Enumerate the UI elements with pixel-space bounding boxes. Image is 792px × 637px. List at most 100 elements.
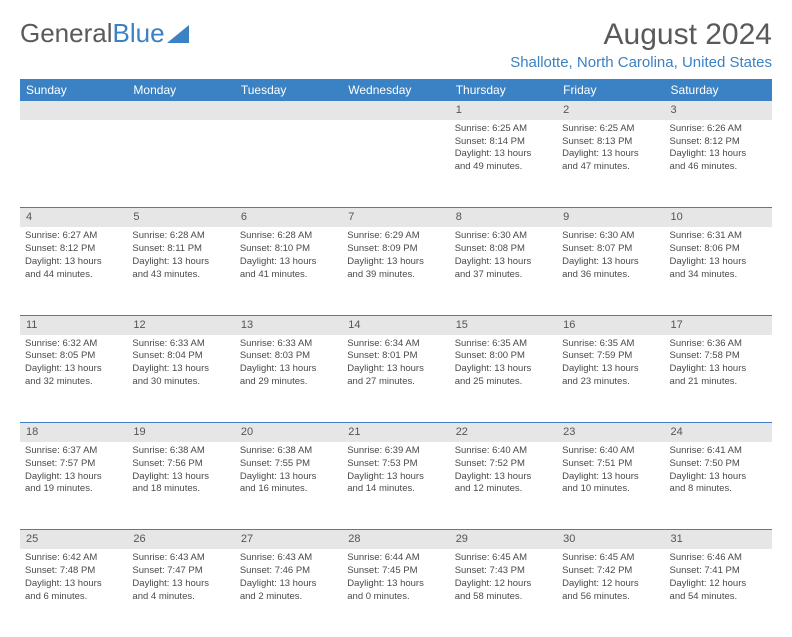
day2-text: and 30 minutes.: [132, 376, 229, 389]
day-cell: [127, 120, 234, 208]
day-header: Monday: [127, 79, 234, 101]
logo-triangle-icon: [167, 25, 189, 43]
sunset-text: Sunset: 8:14 PM: [455, 136, 552, 149]
day-content-row: Sunrise: 6:25 AM Sunset: 8:14 PM Daylight:…: [20, 120, 772, 208]
day2-text: and 46 minutes.: [670, 161, 767, 174]
day-number: 5: [127, 208, 234, 227]
day-header: Saturday: [665, 79, 772, 101]
day2-text: and 44 minutes.: [25, 269, 122, 282]
month-title: August 2024: [510, 18, 772, 52]
sunrise-text: Sunrise: 6:30 AM: [562, 230, 659, 243]
sunset-text: Sunset: 7:52 PM: [455, 458, 552, 471]
day2-text: and 18 minutes.: [132, 483, 229, 496]
sunset-text: Sunset: 7:55 PM: [240, 458, 337, 471]
day-number: [235, 101, 342, 120]
day1-text: Daylight: 13 hours: [347, 471, 444, 484]
day2-text: and 39 minutes.: [347, 269, 444, 282]
sunset-text: Sunset: 8:12 PM: [25, 243, 122, 256]
sunset-text: Sunset: 8:05 PM: [25, 350, 122, 363]
day-number: 10: [665, 208, 772, 227]
sunset-text: Sunset: 8:08 PM: [455, 243, 552, 256]
sunset-text: Sunset: 7:47 PM: [132, 565, 229, 578]
day2-text: and 6 minutes.: [25, 591, 122, 604]
day1-text: Daylight: 13 hours: [670, 471, 767, 484]
sunrise-text: Sunrise: 6:28 AM: [240, 230, 337, 243]
day2-text: and 41 minutes.: [240, 269, 337, 282]
sunrise-text: Sunrise: 6:25 AM: [562, 123, 659, 136]
sunrise-text: Sunrise: 6:39 AM: [347, 445, 444, 458]
day2-text: and 0 minutes.: [347, 591, 444, 604]
sunset-text: Sunset: 7:51 PM: [562, 458, 659, 471]
day-number: 20: [235, 423, 342, 442]
day-header: Tuesday: [235, 79, 342, 101]
calendar-table: Sunday Monday Tuesday Wednesday Thursday…: [20, 79, 772, 637]
sunset-text: Sunset: 8:13 PM: [562, 136, 659, 149]
day1-text: Daylight: 13 hours: [25, 256, 122, 269]
sunset-text: Sunset: 7:42 PM: [562, 565, 659, 578]
day-number: 23: [557, 423, 664, 442]
day-number: 16: [557, 316, 664, 335]
day2-text: and 32 minutes.: [25, 376, 122, 389]
sunset-text: Sunset: 8:01 PM: [347, 350, 444, 363]
day-number-row: 18192021222324: [20, 423, 772, 442]
sunset-text: Sunset: 7:57 PM: [25, 458, 122, 471]
sunset-text: Sunset: 8:09 PM: [347, 243, 444, 256]
sunset-text: Sunset: 8:07 PM: [562, 243, 659, 256]
day2-text: and 43 minutes.: [132, 269, 229, 282]
sunrise-text: Sunrise: 6:33 AM: [132, 338, 229, 351]
day-number: 21: [342, 423, 449, 442]
day-cell: Sunrise: 6:28 AMSunset: 8:10 PMDaylight:…: [235, 227, 342, 315]
day2-text: and 27 minutes.: [347, 376, 444, 389]
day1-text: Daylight: 12 hours: [562, 578, 659, 591]
day1-text: Daylight: 13 hours: [562, 148, 659, 161]
sunset-text: Sunset: 7:59 PM: [562, 350, 659, 363]
day-cell: Sunrise: 6:29 AMSunset: 8:09 PMDaylight:…: [342, 227, 449, 315]
day1-text: Daylight: 13 hours: [347, 578, 444, 591]
sunrise-text: Sunrise: 6:45 AM: [455, 552, 552, 565]
day1-text: Daylight: 12 hours: [455, 578, 552, 591]
sunrise-text: Sunrise: 6:40 AM: [455, 445, 552, 458]
sunrise-text: Sunrise: 6:45 AM: [562, 552, 659, 565]
day-cell: Sunrise: 6:45 AMSunset: 7:43 PMDaylight:…: [450, 549, 557, 637]
day-cell: Sunrise: 6:37 AMSunset: 7:57 PMDaylight:…: [20, 442, 127, 530]
day-number: 12: [127, 316, 234, 335]
day-cell: [20, 120, 127, 208]
day2-text: and 56 minutes.: [562, 591, 659, 604]
sunrise-text: Sunrise: 6:27 AM: [25, 230, 122, 243]
day1-text: Daylight: 13 hours: [670, 256, 767, 269]
day-number: 17: [665, 316, 772, 335]
day-number: 25: [20, 530, 127, 549]
day-number-row: 123: [20, 101, 772, 120]
day-cell: Sunrise: 6:35 AMSunset: 8:00 PMDaylight:…: [450, 335, 557, 423]
day-number: 19: [127, 423, 234, 442]
day2-text: and 4 minutes.: [132, 591, 229, 604]
day-cell: Sunrise: 6:26 AMSunset: 8:12 PMDaylight:…: [665, 120, 772, 208]
day-header-row: Sunday Monday Tuesday Wednesday Thursday…: [20, 79, 772, 101]
day-cell: Sunrise: 6:44 AMSunset: 7:45 PMDaylight:…: [342, 549, 449, 637]
day-number: 26: [127, 530, 234, 549]
day1-text: Daylight: 13 hours: [347, 363, 444, 376]
sunset-text: Sunset: 8:04 PM: [132, 350, 229, 363]
sunrise-text: Sunrise: 6:35 AM: [455, 338, 552, 351]
sunset-text: Sunset: 7:48 PM: [25, 565, 122, 578]
day-number: 28: [342, 530, 449, 549]
sunrise-text: Sunrise: 6:26 AM: [670, 123, 767, 136]
day-number: 18: [20, 423, 127, 442]
day-number: [20, 101, 127, 120]
logo-text-2: Blue: [113, 18, 165, 49]
day1-text: Daylight: 13 hours: [240, 256, 337, 269]
day1-text: Daylight: 13 hours: [562, 256, 659, 269]
day-cell: Sunrise: 6:30 AMSunset: 8:08 PMDaylight:…: [450, 227, 557, 315]
day1-text: Daylight: 13 hours: [132, 363, 229, 376]
day2-text: and 8 minutes.: [670, 483, 767, 496]
sunrise-text: Sunrise: 6:33 AM: [240, 338, 337, 351]
day1-text: Daylight: 13 hours: [670, 363, 767, 376]
day2-text: and 25 minutes.: [455, 376, 552, 389]
sunrise-text: Sunrise: 6:40 AM: [562, 445, 659, 458]
day-cell: [342, 120, 449, 208]
sunrise-text: Sunrise: 6:31 AM: [670, 230, 767, 243]
day-number: 2: [557, 101, 664, 120]
day2-text: and 14 minutes.: [347, 483, 444, 496]
sunset-text: Sunset: 7:50 PM: [670, 458, 767, 471]
day-cell: Sunrise: 6:43 AMSunset: 7:46 PMDaylight:…: [235, 549, 342, 637]
